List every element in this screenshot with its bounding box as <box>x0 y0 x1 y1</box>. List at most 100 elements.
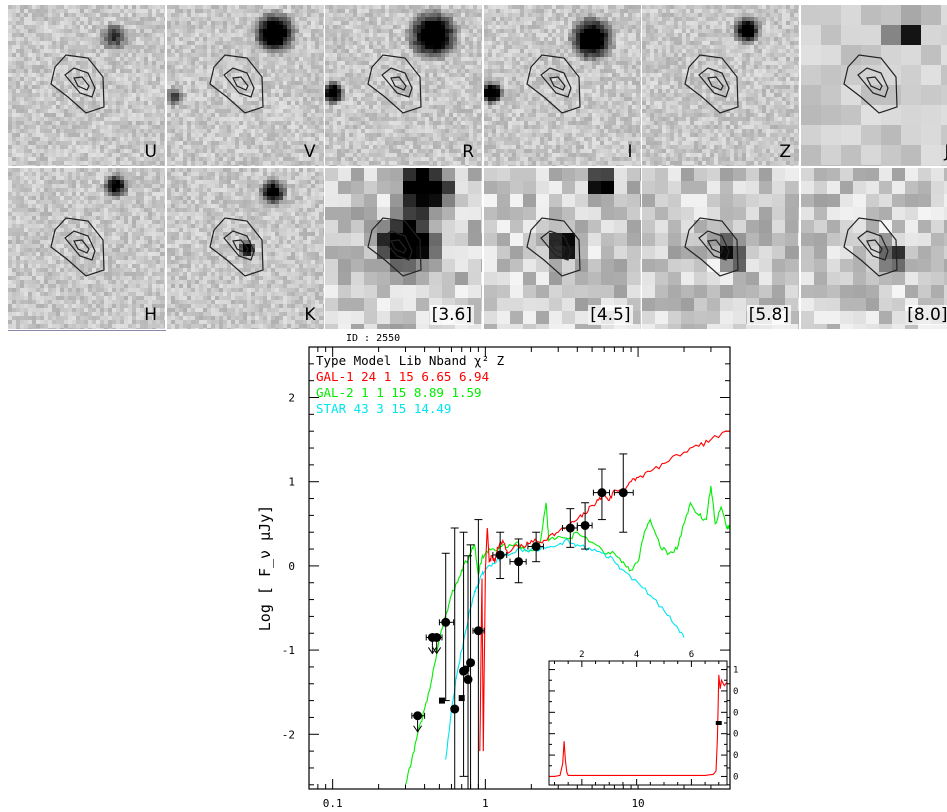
stamp-pixel <box>12 121 16 125</box>
stamp-pixel <box>453 81 457 85</box>
stamp-pixel <box>353 145 357 149</box>
stamp-pixel <box>64 65 68 69</box>
stamp-pixel <box>262 137 267 141</box>
stamp-pixel <box>481 69 482 73</box>
stamp-pixel <box>8 97 12 101</box>
stamp-pixel <box>28 105 32 109</box>
stamp-pixel <box>270 9 275 13</box>
stamp-pixel <box>453 157 457 161</box>
stamp-pixel <box>132 97 136 101</box>
stamp-pixel <box>72 9 76 13</box>
stamp-pixel <box>128 61 132 65</box>
stamp-pixel <box>152 145 156 149</box>
stamp-pixel <box>20 77 24 81</box>
stamp-pixel <box>92 93 96 97</box>
stamp-pixel <box>449 101 453 105</box>
stamp-pixel <box>8 153 12 157</box>
stamp-pixel <box>104 149 108 153</box>
stamp-pixel <box>68 149 72 153</box>
stamp-pixel <box>140 97 144 101</box>
stamp-pixel <box>234 161 239 165</box>
stamp-pixel <box>52 153 56 157</box>
stamp-pixel <box>322 113 324 117</box>
stamp-pixel <box>445 153 449 157</box>
stamp-pixel <box>32 65 36 69</box>
stamp-pixel <box>246 21 251 25</box>
stamp-pixel <box>80 65 84 69</box>
stamp-pixel <box>112 9 116 13</box>
stamp-pixel <box>234 5 239 9</box>
stamp-pixel <box>124 125 128 129</box>
stamp-pixel <box>194 29 199 33</box>
stamp-pixel <box>222 161 227 165</box>
stamp-pixel <box>449 37 453 41</box>
stamp-pixel <box>206 141 211 145</box>
stamp-pixel <box>12 85 16 89</box>
stamp-pixel <box>28 165 32 166</box>
stamp-pixel <box>393 73 397 77</box>
stamp-pixel <box>413 93 417 97</box>
stamp-pixel <box>337 17 341 21</box>
stamp-pixel <box>116 73 120 77</box>
stamp-pixel <box>341 25 345 29</box>
stamp-pixel <box>36 9 40 13</box>
stamp-pixel <box>88 141 92 145</box>
stamp-pixel <box>40 25 44 29</box>
stamp-pixel <box>214 45 219 49</box>
stamp-pixel <box>234 109 239 113</box>
stamp-pixel <box>178 85 183 89</box>
stamp-pixel <box>469 73 473 77</box>
stamp-pixel <box>202 61 207 65</box>
stamp-pixel <box>477 49 481 53</box>
stamp-pixel <box>481 97 482 101</box>
stamp-pixel <box>254 29 259 33</box>
stamp-pixel <box>174 81 179 85</box>
stamp-pixel <box>124 133 128 137</box>
stamp-pixel <box>429 61 433 65</box>
stamp-pixel <box>306 141 311 145</box>
stamp-pixel <box>365 89 369 93</box>
stamp-pixel <box>250 117 255 121</box>
stamp-pixel <box>433 73 437 77</box>
stamp-pixel <box>20 53 24 57</box>
stamp-pixel <box>166 37 171 41</box>
stamp-pixel <box>449 133 453 137</box>
stamp-pixel <box>449 21 453 25</box>
stamp-pixel <box>341 65 345 69</box>
stamp-pixel <box>425 81 429 85</box>
stamp-pixel <box>8 161 12 165</box>
stamp-pixel <box>250 5 255 9</box>
stamp-pixel <box>503 9 508 13</box>
stamp-pixel <box>48 109 52 113</box>
stamp-pixel <box>250 137 255 141</box>
stamp-pixel <box>445 9 449 13</box>
stamp-pixel <box>40 93 44 97</box>
stamp-pixel <box>381 25 385 29</box>
stamp-pixel <box>393 65 397 69</box>
stamp-pixel <box>96 53 100 57</box>
stamp-pixel <box>72 5 76 9</box>
stamp-pixel <box>543 5 548 9</box>
stamp-pixel <box>433 21 437 25</box>
stamp-pixel <box>306 133 311 137</box>
stamp-pixel <box>369 101 373 105</box>
stamp-pixel <box>164 125 165 129</box>
stamp-pixel <box>333 141 337 145</box>
stamp-pixel <box>120 85 124 89</box>
stamp-pixel <box>120 5 124 9</box>
stamp-pixel <box>186 41 191 45</box>
stamp-pixel <box>341 5 345 9</box>
stamp-pixel <box>282 29 287 33</box>
stamp-pixel <box>290 161 295 165</box>
stamp-pixel <box>182 61 187 65</box>
stamp-pixel <box>84 109 88 113</box>
stamp-pixel <box>365 157 369 161</box>
stamp-pixel <box>266 157 271 161</box>
stamp-pixel <box>353 45 357 49</box>
stamp-pixel <box>166 5 171 9</box>
stamp-pixel <box>393 85 397 89</box>
stamp-pixel <box>32 113 36 117</box>
stamp-pixel <box>477 33 481 37</box>
stamp-pixel <box>120 81 124 85</box>
stamp-pixel <box>306 65 311 69</box>
